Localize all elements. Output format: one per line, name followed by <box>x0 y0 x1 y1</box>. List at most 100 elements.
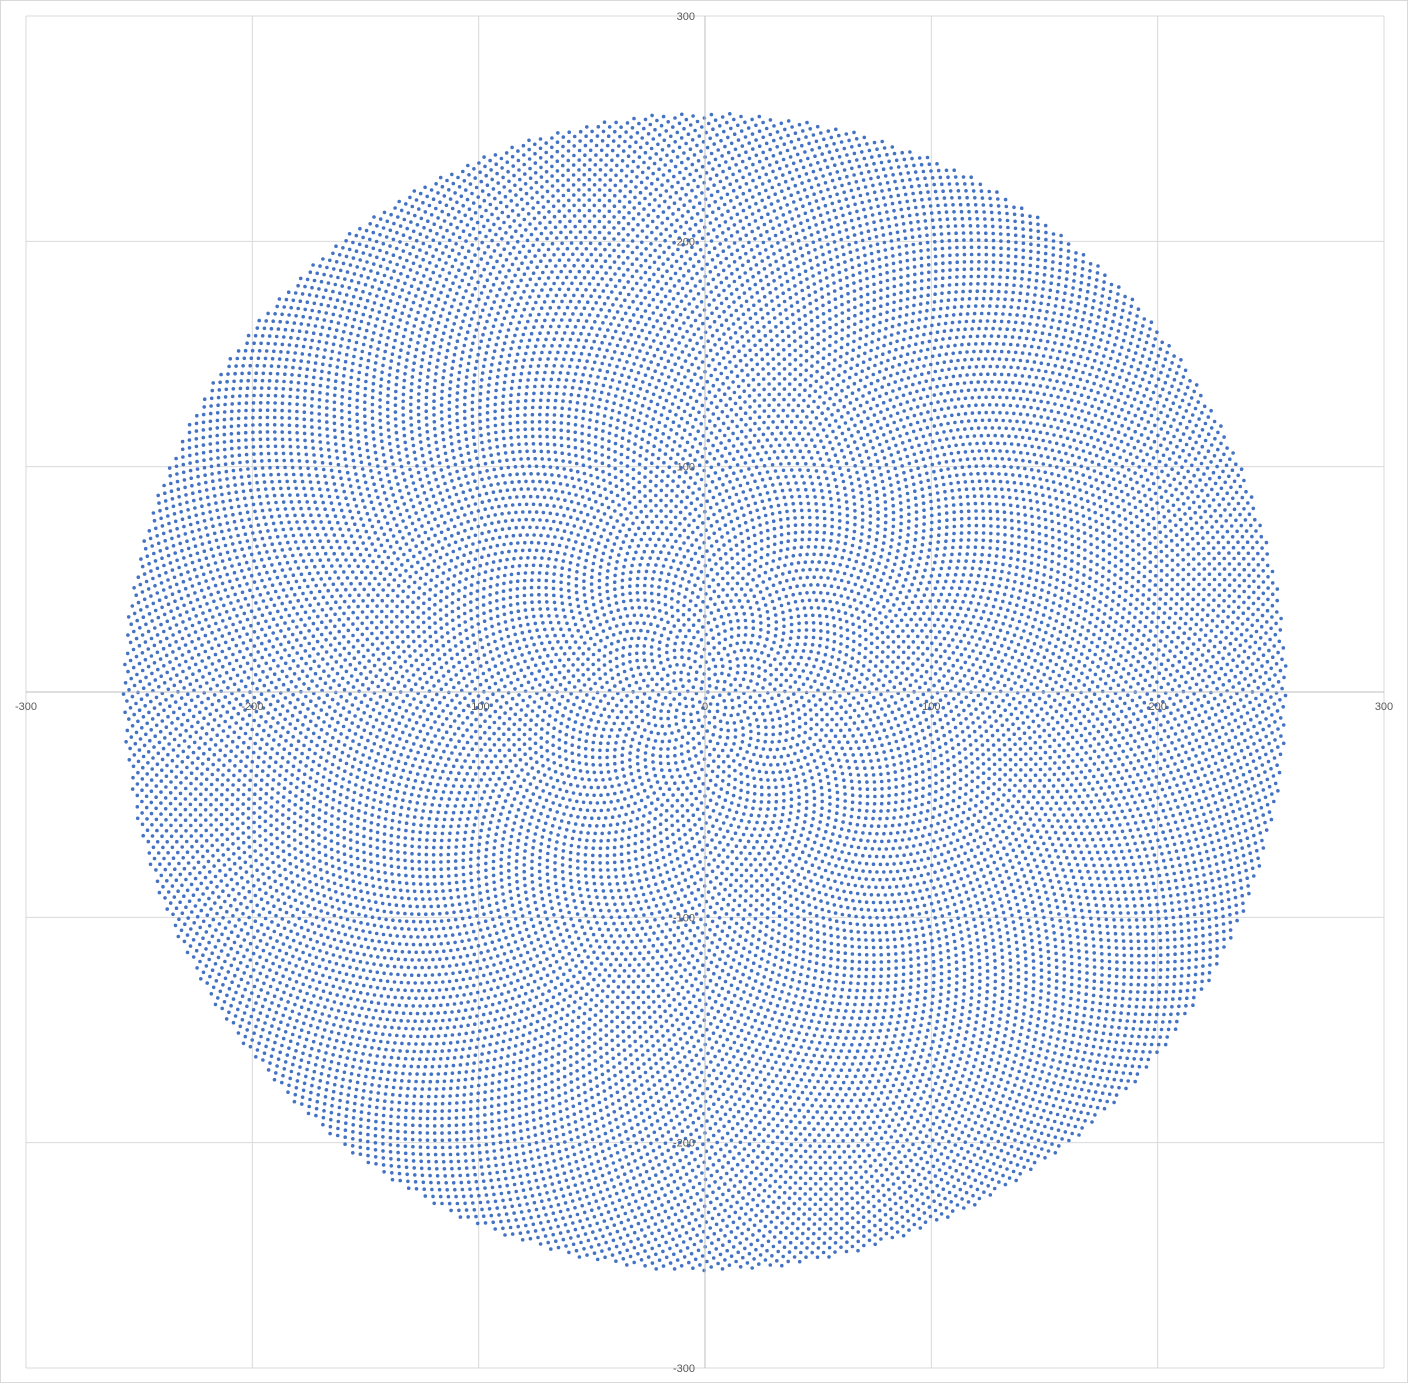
data-point <box>901 629 905 633</box>
data-point <box>770 740 774 744</box>
data-point <box>903 704 908 708</box>
data-point <box>814 502 818 506</box>
data-point <box>752 827 757 831</box>
data-point <box>673 515 678 520</box>
data-point <box>869 824 874 828</box>
data-point <box>430 775 435 779</box>
data-point <box>576 604 581 608</box>
data-point <box>851 488 855 493</box>
data-point <box>683 766 687 771</box>
data-point <box>503 684 507 689</box>
data-point <box>843 936 847 940</box>
data-point <box>463 797 468 802</box>
data-point <box>752 533 757 538</box>
data-point <box>913 764 918 769</box>
data-point <box>687 849 691 853</box>
data-point <box>876 758 881 762</box>
data-point <box>712 552 716 557</box>
data-point <box>981 630 985 635</box>
data-point <box>660 768 664 772</box>
data-point <box>939 611 944 616</box>
data-point <box>840 555 845 560</box>
data-point <box>605 762 610 767</box>
data-point <box>546 844 551 849</box>
data-point <box>714 832 719 837</box>
data-point <box>682 554 687 559</box>
data-point <box>707 709 712 714</box>
data-point <box>738 683 743 688</box>
data-point <box>497 726 501 731</box>
data-point <box>655 428 660 433</box>
data-point <box>705 573 710 578</box>
data-point <box>934 554 938 558</box>
data-point <box>830 655 834 659</box>
data-point <box>645 543 649 548</box>
data-point <box>453 644 458 648</box>
data-point <box>692 613 697 617</box>
data-point <box>873 617 878 621</box>
data-point <box>748 606 753 610</box>
data-point <box>531 517 535 522</box>
data-point <box>906 645 911 649</box>
data-point <box>796 561 801 565</box>
data-point <box>487 827 492 831</box>
data-point <box>816 606 821 610</box>
data-point <box>741 490 746 494</box>
data-point <box>835 683 840 687</box>
data-point <box>795 642 800 646</box>
data-point <box>708 905 713 909</box>
data-point <box>683 595 687 599</box>
data-point <box>449 677 453 682</box>
data-point <box>541 661 546 665</box>
data-point <box>635 695 640 700</box>
data-point <box>755 584 759 588</box>
data-point <box>835 711 839 716</box>
data-point <box>633 841 637 846</box>
data-point <box>509 580 513 584</box>
data-point <box>902 687 907 692</box>
data-point <box>935 547 940 551</box>
data-point <box>898 535 902 540</box>
data-point <box>707 948 711 953</box>
data-point <box>921 794 925 799</box>
data-point <box>949 841 953 845</box>
data-point <box>667 572 671 576</box>
data-point <box>720 535 724 539</box>
data-point <box>766 960 770 964</box>
data-point <box>879 692 883 697</box>
data-point <box>924 817 929 822</box>
data-point <box>657 537 661 542</box>
data-point <box>777 596 782 601</box>
data-point <box>489 616 493 621</box>
data-point <box>797 687 801 692</box>
data-point <box>863 930 867 935</box>
data-point <box>654 493 658 498</box>
data-point <box>725 721 730 725</box>
data-point <box>594 778 598 782</box>
data-point <box>562 529 567 533</box>
data-point <box>905 539 910 544</box>
data-point <box>681 612 686 617</box>
data-point <box>904 677 909 681</box>
data-point <box>527 548 532 552</box>
data-point <box>439 665 444 670</box>
data-point <box>530 852 535 857</box>
data-point <box>545 480 549 484</box>
data-point <box>850 800 855 805</box>
data-point <box>782 762 787 766</box>
data-point <box>620 578 625 583</box>
data-point <box>907 798 912 802</box>
data-point <box>500 770 505 775</box>
data-point <box>492 743 497 747</box>
data-point <box>756 452 760 456</box>
data-point <box>647 432 652 437</box>
data-point <box>422 709 426 713</box>
data-point <box>968 621 973 625</box>
data-point <box>518 533 523 537</box>
data-point <box>643 932 648 937</box>
data-point <box>687 580 691 584</box>
data-point <box>839 642 843 646</box>
data-point <box>865 794 870 799</box>
data-point <box>705 499 709 504</box>
data-point <box>531 887 535 891</box>
